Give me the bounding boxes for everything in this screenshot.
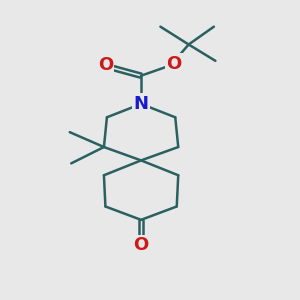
- Text: N: N: [134, 95, 148, 113]
- Text: O: O: [134, 236, 149, 254]
- Text: O: O: [166, 55, 182, 73]
- Text: O: O: [98, 56, 113, 74]
